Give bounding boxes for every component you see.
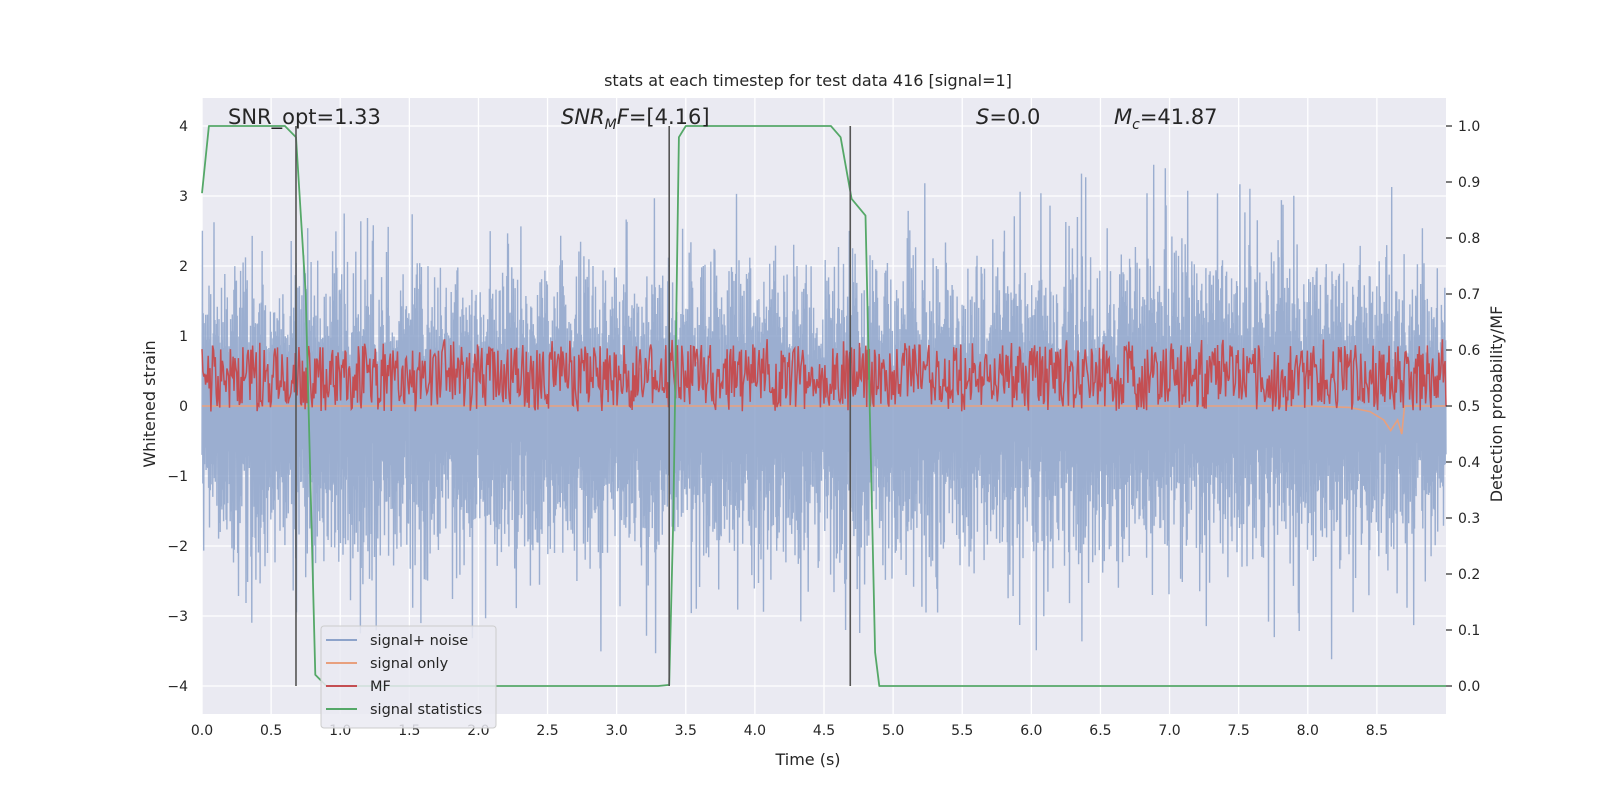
legend-entry: MF [370, 679, 391, 695]
x-tick-label: 2.5 [536, 723, 558, 739]
x-axis-label: Time (s) [774, 750, 840, 769]
annotation-snr-opt: SNR_opt=1.33 [228, 105, 381, 130]
y-right-tick-label: 0.1 [1458, 623, 1480, 639]
annotation-snr-mf: SNRMF=[4.16] [561, 105, 710, 133]
y-axis-left-label: Whitened strain [140, 340, 159, 467]
x-tick-label: 0.0 [191, 723, 213, 739]
y-right-tick-label: 0.7 [1458, 287, 1480, 303]
annotation-mc: Mc=41.87 [1114, 105, 1218, 133]
y-right-tick-label: 0.3 [1458, 511, 1480, 527]
signal-statistics-line [201, 125, 1446, 687]
y-left-tick-label: 3 [179, 189, 188, 205]
x-tick-label: 0.5 [260, 723, 282, 739]
y-right-tick-label: 0.9 [1458, 175, 1480, 191]
x-tick-label: 6.5 [1089, 723, 1111, 739]
plot-area [201, 98, 1447, 714]
y-right-tick-label: 0.5 [1458, 399, 1480, 415]
x-tick-label: 6.0 [1020, 723, 1042, 739]
x-tick-label: 7.0 [1158, 723, 1180, 739]
y-right-tick-label: 0.4 [1458, 455, 1480, 471]
x-tick-label: 5.5 [951, 723, 973, 739]
y-left-tick-label: 4 [179, 119, 188, 135]
x-tick-label: 4.5 [813, 723, 835, 739]
legend-box [320, 625, 497, 729]
y-axis-left: −4 −3 −2 −1 0 1 2 3 4 [167, 119, 188, 695]
y-left-tick-label: −2 [167, 539, 188, 555]
y-axis-right: 0.0 0.1 0.2 0.3 0.4 0.5 0.6 0.7 0.8 0.9 1.0 [1446, 119, 1480, 695]
y-right-tick-label: 0.6 [1458, 343, 1480, 359]
y-right-tick-label: 0.8 [1458, 231, 1480, 247]
mf-line [201, 339, 1447, 412]
x-tick-label: 4.0 [744, 723, 766, 739]
y-left-tick-label: 2 [179, 259, 188, 275]
legend-entry: signal+ noise [370, 633, 468, 649]
chart-title: stats at each timestep for test data 416… [604, 71, 1012, 90]
y-left-tick-label: −4 [167, 679, 188, 695]
legend-entry: signal statistics [370, 702, 482, 718]
annotations: SNR_opt=1.33 SNRMF=[4.16] S=0.0 Mc=41.87 [228, 105, 1218, 133]
annotation-s: S=0.0 [976, 105, 1040, 129]
signal-only-line [202, 405, 1446, 435]
x-tick-label: 8.0 [1297, 723, 1319, 739]
legend: signal+ noise signal only MF signal statist… [320, 625, 497, 729]
y-right-tick-label: 0.2 [1458, 567, 1480, 583]
y-right-tick-label: 0.0 [1458, 679, 1480, 695]
y-left-tick-label: −1 [167, 469, 188, 485]
y-left-tick-label: −3 [167, 609, 188, 625]
legend-entry: signal only [370, 656, 449, 672]
x-tick-label: 8.5 [1366, 723, 1388, 739]
x-tick-label: 3.0 [606, 723, 628, 739]
x-tick-label: 3.5 [675, 723, 697, 739]
y-left-tick-label: 0 [179, 399, 188, 415]
x-tick-label: 5.0 [882, 723, 904, 739]
y-axis-right-label: Detection probability/MF [1487, 306, 1506, 503]
signal-noise-line [201, 164, 1447, 660]
y-right-tick-label: 1.0 [1458, 119, 1480, 135]
x-tick-label: 7.5 [1228, 723, 1250, 739]
y-left-tick-label: 1 [179, 329, 188, 345]
